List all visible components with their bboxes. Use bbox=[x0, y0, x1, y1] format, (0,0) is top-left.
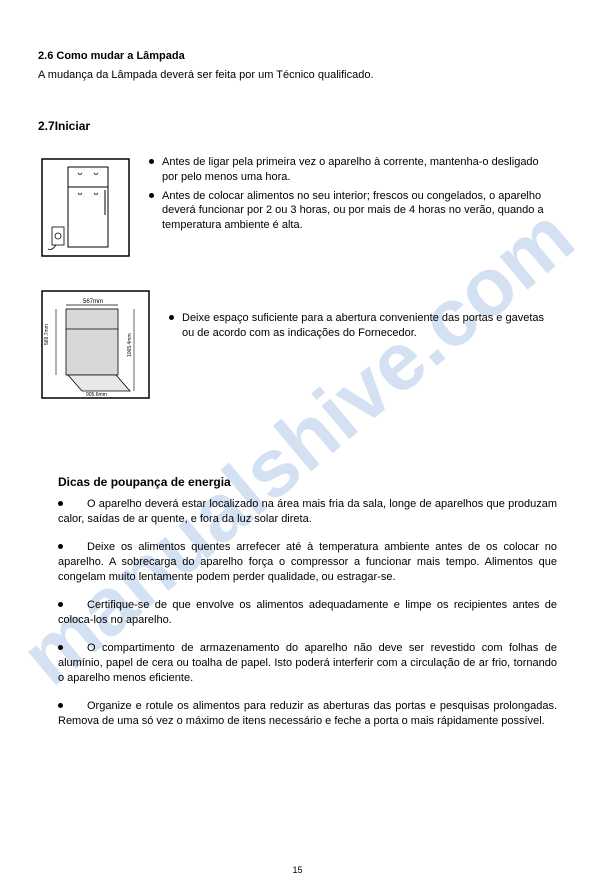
tips-item: Deixe os alimentos quentes arrefecer até… bbox=[58, 540, 557, 586]
tips-heading: Dicas de poupança de energia bbox=[58, 475, 557, 489]
tips-text: Deixe os alimentos quentes arrefecer até… bbox=[58, 541, 557, 584]
bullet-dot-icon bbox=[169, 315, 174, 320]
dim-bottom-label: 905.6mm bbox=[86, 392, 107, 398]
bullet-dot-icon bbox=[58, 544, 63, 549]
tips-text: O aparelho deverá estar localizado na ár… bbox=[58, 498, 557, 525]
tips-item: O compartimento de armazenamento do apar… bbox=[58, 641, 557, 687]
heading-prefix: 2. bbox=[38, 50, 47, 62]
bullet-text: Antes de colocar alimentos no seu interi… bbox=[162, 189, 557, 234]
row-fridge-bullets: Antes de ligar pela primeira vez o apare… bbox=[38, 155, 557, 263]
bullet-list-2: Deixe espaço suficiente para a abertura … bbox=[169, 287, 557, 345]
bullet-dot-icon bbox=[58, 602, 63, 607]
section-26-text: A mudança da Lâmpada deverá ser feita po… bbox=[38, 68, 557, 83]
dim-left-label: 569.7mm bbox=[44, 324, 50, 345]
bullet-dot-icon bbox=[58, 703, 63, 708]
tips-text: Organize e rotule os alimentos para redu… bbox=[58, 700, 557, 727]
page-content: 2.6 Como mudar a Lâmpada A mudança da Lâ… bbox=[38, 50, 557, 730]
tips-item: O aparelho deverá estar localizado na ár… bbox=[58, 497, 557, 528]
bullet-dot-icon bbox=[149, 193, 154, 198]
dimensions-diagram: 567mm 569.7mm 1065.4mm 905.6mm bbox=[38, 287, 153, 405]
tips-text: O compartimento de armazenamento do apar… bbox=[58, 642, 557, 685]
bullet-list-1: Antes de ligar pela primeira vez o apare… bbox=[149, 155, 557, 237]
bullet-dot-icon bbox=[58, 645, 63, 650]
fridge-diagram bbox=[38, 155, 133, 263]
heading-num: 6 bbox=[47, 50, 53, 62]
section-26-heading: 2.6 Como mudar a Lâmpada bbox=[38, 50, 557, 62]
tips-text: Certifique-se de que envolve os alimento… bbox=[58, 599, 557, 626]
tips-item: Certifique-se de que envolve os alimento… bbox=[58, 598, 557, 629]
bullet-item: Deixe espaço suficiente para a abertura … bbox=[169, 311, 557, 341]
bullet-dot-icon bbox=[58, 501, 63, 506]
bullet-item: Antes de ligar pela primeira vez o apare… bbox=[149, 155, 557, 185]
row-dimensions-bullet: 567mm 569.7mm 1065.4mm 905.6mm Deixe esp… bbox=[38, 287, 557, 405]
heading-title: Como mudar a Lâmpada bbox=[56, 50, 184, 62]
page-number: 15 bbox=[292, 865, 302, 875]
heading-prefix-27: 2.7 bbox=[38, 119, 55, 133]
bullet-dot-icon bbox=[149, 159, 154, 164]
tips-item: Organize e rotule os alimentos para redu… bbox=[58, 699, 557, 730]
bullet-item: Antes de colocar alimentos no seu interi… bbox=[149, 189, 557, 234]
dim-right-label: 1065.4mm bbox=[127, 333, 133, 357]
bullet-text: Deixe espaço suficiente para a abertura … bbox=[182, 311, 557, 341]
section-27-heading: 2.7Iniciar bbox=[38, 119, 557, 133]
heading-title-27: Iniciar bbox=[55, 119, 90, 133]
bullet-text: Antes de ligar pela primeira vez o apare… bbox=[162, 155, 557, 185]
dim-top-label: 567mm bbox=[83, 299, 103, 305]
